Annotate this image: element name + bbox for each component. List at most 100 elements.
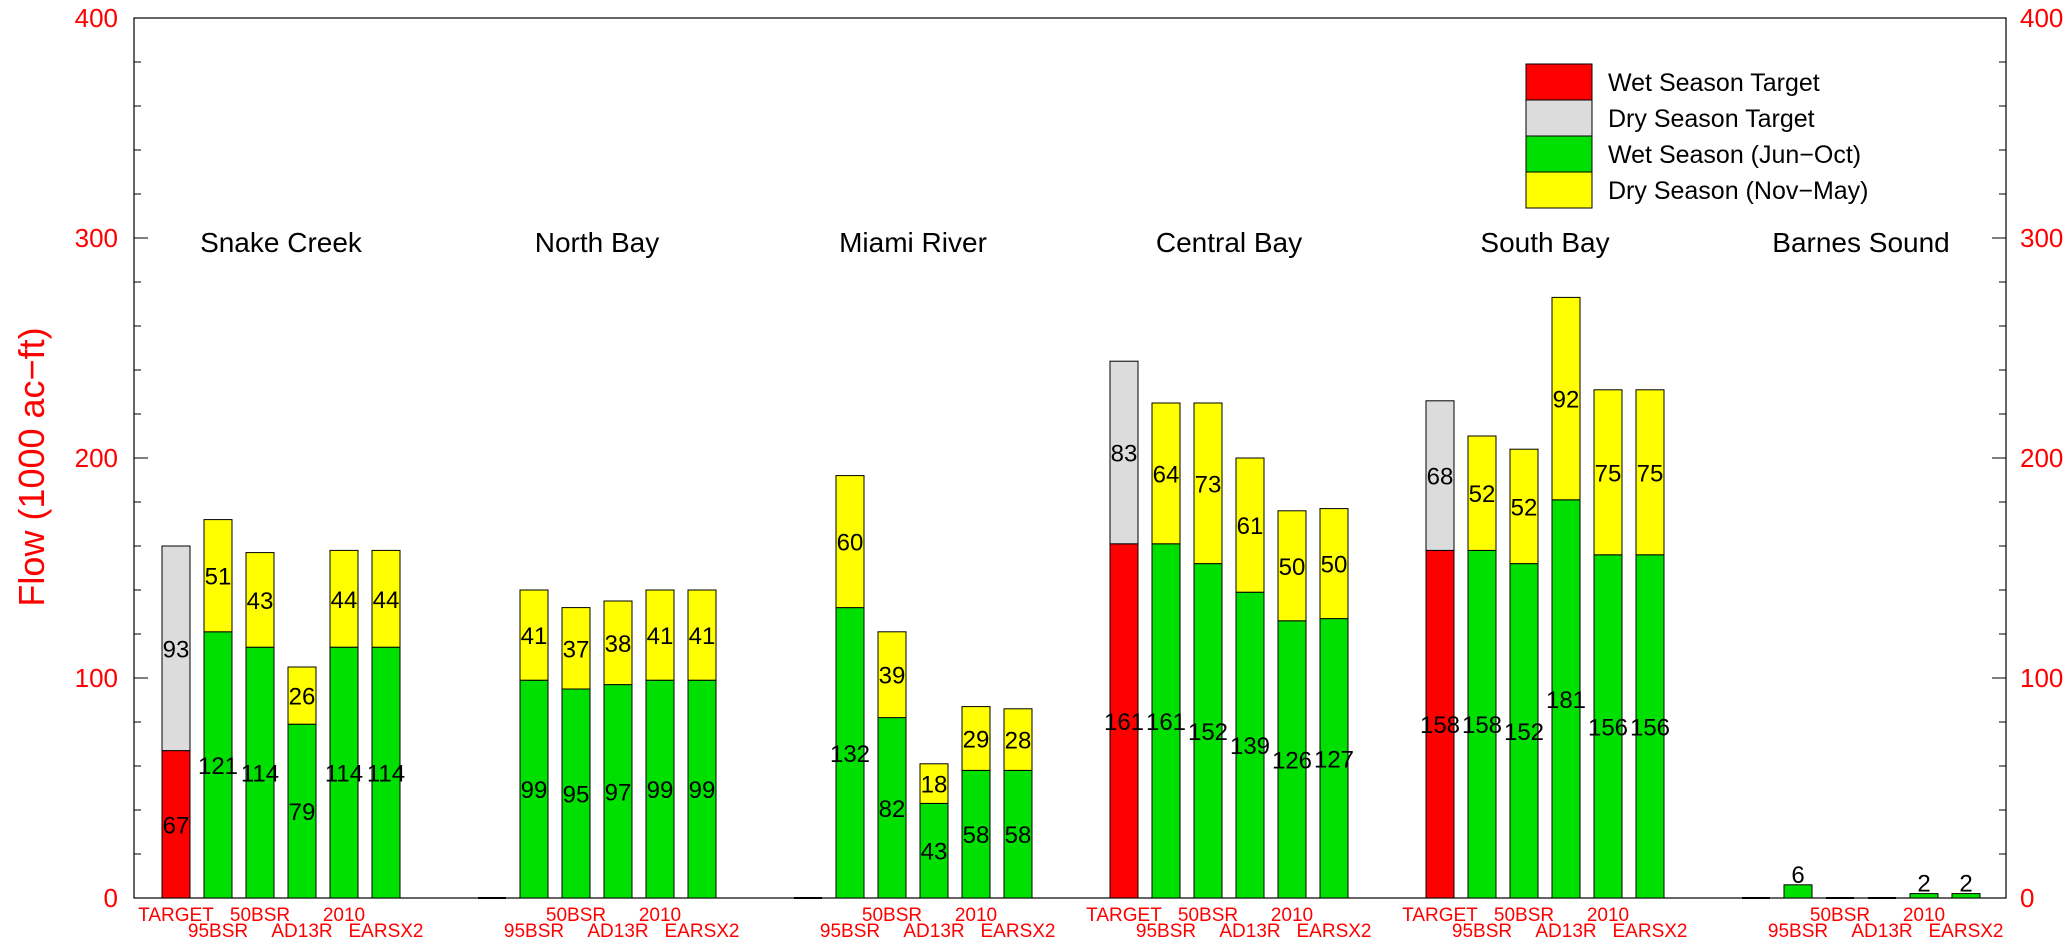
bar-wet-segment bbox=[877, 717, 907, 899]
value-label-wet: 132 bbox=[830, 741, 870, 768]
x-category-label: 2010 bbox=[955, 905, 997, 926]
bar-wet-segment bbox=[1109, 543, 1139, 899]
value-label-dry: 92 bbox=[1553, 387, 1580, 414]
value-label-wet: 158 bbox=[1462, 712, 1502, 739]
x-category-label: 95BSR bbox=[188, 921, 248, 942]
y-tick-label: 400 bbox=[2020, 3, 2063, 33]
bar-wet-segment bbox=[245, 646, 275, 899]
value-label-wet: 58 bbox=[1005, 822, 1032, 849]
legend-swatch bbox=[1525, 135, 1593, 173]
bar-wet-segment bbox=[1551, 499, 1581, 899]
x-category-label: AD13R bbox=[587, 921, 648, 942]
bar-dry-segment bbox=[1425, 400, 1455, 551]
legend-label: Wet Season (Jun−Oct) bbox=[1608, 141, 1861, 169]
bar-wet-segment bbox=[519, 679, 549, 899]
bar-wet-segment bbox=[1951, 893, 1981, 899]
value-label-wet: 126 bbox=[1272, 747, 1312, 774]
bar-wet-segment bbox=[1151, 543, 1181, 899]
x-category-label: AD13R bbox=[903, 921, 964, 942]
x-category-label: 50BSR bbox=[1494, 905, 1554, 926]
bar-dry-segment bbox=[687, 589, 717, 681]
bar-dry-segment bbox=[1551, 296, 1581, 501]
bar-dry-segment bbox=[1235, 457, 1265, 593]
value-label-dry: 75 bbox=[1595, 460, 1622, 487]
bar-dry-segment bbox=[1509, 448, 1539, 565]
x-category-label: TARGET bbox=[1086, 905, 1162, 926]
bar-groups: Snake Creek 67 93 TARGET 121 51 95BSR 114 43 50BS… bbox=[138, 227, 2003, 942]
bar-dry-segment bbox=[877, 631, 907, 719]
bar-wet-segment bbox=[1909, 893, 1939, 899]
x-category-label: EARSX2 bbox=[1929, 921, 2004, 942]
bar-wet-segment bbox=[1467, 549, 1497, 899]
group-title: Miami River bbox=[839, 227, 987, 258]
value-label-wet: 79 bbox=[289, 799, 316, 826]
legend-label: Wet Season Target bbox=[1608, 69, 1820, 97]
value-label-dry: 68 bbox=[1427, 464, 1454, 491]
value-label-dry: 60 bbox=[837, 530, 864, 557]
x-category-label: 95BSR bbox=[820, 921, 880, 942]
x-category-label: 2010 bbox=[639, 905, 681, 926]
bar-wet-segment bbox=[1635, 554, 1665, 899]
x-category-label: 95BSR bbox=[1136, 921, 1196, 942]
bar-wet-segment bbox=[371, 646, 401, 899]
bar-wet-segment bbox=[1003, 769, 1033, 899]
value-label-dry: 64 bbox=[1153, 461, 1180, 488]
value-label-wet: 67 bbox=[163, 812, 190, 839]
value-label-wet: 152 bbox=[1504, 719, 1544, 746]
x-category-label: AD13R bbox=[1535, 921, 1596, 942]
legend-swatch bbox=[1525, 171, 1593, 209]
value-label-wet: 114 bbox=[325, 761, 363, 788]
bar-dry-segment bbox=[1193, 402, 1223, 565]
group-title: Snake Creek bbox=[200, 227, 363, 258]
value-label-wet: 152 bbox=[1188, 719, 1228, 746]
bar-wet-segment bbox=[1193, 563, 1223, 899]
value-label-wet: 95 bbox=[563, 782, 590, 809]
value-label-wet: 99 bbox=[689, 777, 716, 804]
x-category-label: 50BSR bbox=[862, 905, 922, 926]
bar-dry-segment bbox=[561, 607, 591, 690]
value-label-dry: 93 bbox=[163, 636, 190, 663]
y-tick-label: 0 bbox=[2020, 883, 2034, 913]
x-category-label: EARSX2 bbox=[665, 921, 740, 942]
value-label-wet: 43 bbox=[921, 839, 948, 866]
value-label-dry: 38 bbox=[605, 631, 632, 658]
value-label-dry: 83 bbox=[1111, 441, 1138, 468]
value-label-dry: 75 bbox=[1637, 460, 1664, 487]
x-category-label: 2010 bbox=[1903, 905, 1945, 926]
x-category-label: 2010 bbox=[1587, 905, 1629, 926]
value-label-dry: 41 bbox=[647, 623, 674, 650]
y-tick-label: 100 bbox=[2020, 663, 2063, 693]
value-label-wet: 139 bbox=[1230, 733, 1270, 760]
x-category-label: 50BSR bbox=[230, 905, 290, 926]
bar-wet-segment bbox=[287, 723, 317, 899]
value-label-wet: 99 bbox=[647, 777, 674, 804]
group-title: South Bay bbox=[1480, 227, 1609, 258]
bar-group: Miami River 132 60 95BSR 82 39 50BSR 43 18 AD13R 5… bbox=[794, 227, 1055, 942]
bar-wet-segment bbox=[1277, 620, 1307, 899]
bar-wet-segment bbox=[1235, 591, 1265, 899]
value-label-wet: 161 bbox=[1146, 709, 1186, 736]
value-label-dry: 18 bbox=[921, 772, 948, 799]
value-label-wet: 158 bbox=[1420, 712, 1460, 739]
bar-wet-segment bbox=[645, 679, 675, 899]
bar-dry-segment bbox=[519, 589, 549, 681]
value-label-dry: 28 bbox=[1005, 728, 1032, 755]
x-category-label: AD13R bbox=[1219, 921, 1280, 942]
bar-dry-segment bbox=[1593, 389, 1623, 556]
value-label-wet: 156 bbox=[1630, 714, 1670, 741]
bar-group: Central Bay 161 83 TARGET 161 64 95BSR 152 73 50B… bbox=[1086, 227, 1371, 942]
bar-group: South Bay 158 68 TARGET 158 52 95BSR 152 52 50BSR… bbox=[1402, 227, 1687, 942]
x-category-label: AD13R bbox=[271, 921, 332, 942]
bar-wet-segment bbox=[961, 769, 991, 899]
bar-dry-segment bbox=[1003, 708, 1033, 771]
bar-dry-segment bbox=[919, 763, 949, 804]
value-label-wet: 2 bbox=[1959, 871, 1972, 898]
x-category-label: TARGET bbox=[1402, 905, 1478, 926]
y-tick-label: 100 bbox=[75, 663, 118, 693]
bar-wet-segment bbox=[1509, 563, 1539, 899]
value-label-wet: 127 bbox=[1314, 746, 1354, 773]
value-label-wet: 114 bbox=[367, 761, 405, 788]
bar-dry-segment bbox=[203, 519, 233, 633]
